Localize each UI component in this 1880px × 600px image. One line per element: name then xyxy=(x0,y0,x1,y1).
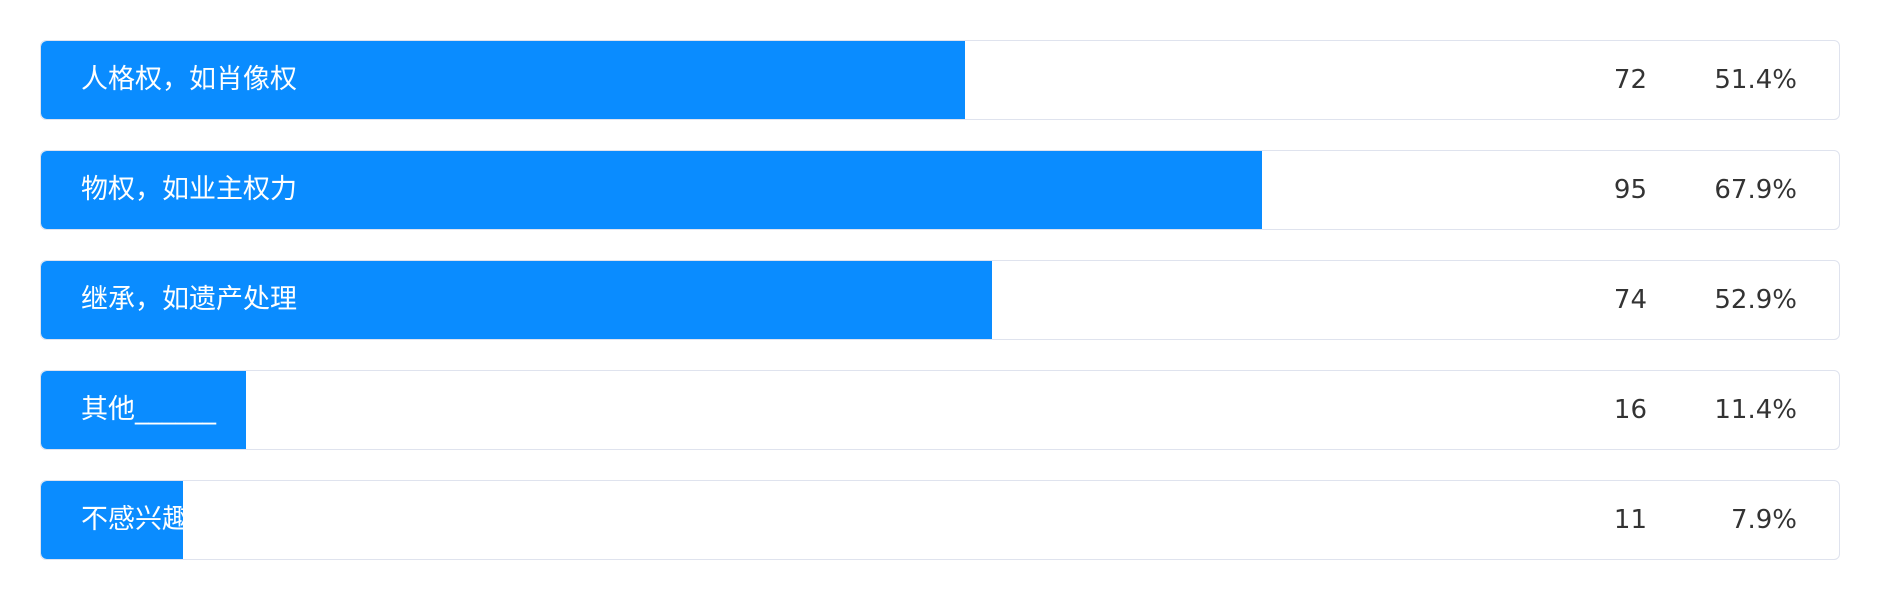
bar-row: 继承，如遗产处理 74 52.9% xyxy=(40,260,1840,340)
bar-category-label: 人格权，如肖像权 xyxy=(81,64,297,95)
bar-count-label: 74 xyxy=(1613,285,1647,315)
bar-percent-label: 52.9% xyxy=(1714,285,1797,315)
bar-category-label: 继承，如遗产处理 xyxy=(81,284,297,315)
bar-fill xyxy=(41,151,1262,229)
bar-percent-label: 11.4% xyxy=(1714,395,1797,425)
bar-fill xyxy=(41,41,966,119)
bar-fill xyxy=(41,261,993,339)
bar-percent-label: 67.9% xyxy=(1714,175,1797,205)
bar-row: 其他______ 16 11.4% xyxy=(40,370,1840,450)
bar-percent-label: 7.9% xyxy=(1730,505,1797,535)
bar-row: 不感兴趣 11 7.9% xyxy=(40,480,1840,560)
bar-count-label: 72 xyxy=(1613,65,1647,95)
bar-row: 物权，如业主权力 95 67.9% xyxy=(40,150,1840,230)
bar-category-label: 不感兴趣 xyxy=(81,504,189,535)
bar-fill xyxy=(41,481,184,559)
bar-count-label: 11 xyxy=(1613,505,1647,535)
bar-fill xyxy=(41,371,246,449)
bar-row: 人格权，如肖像权 72 51.4% xyxy=(40,40,1840,120)
bar-category-label: 物权，如业主权力 xyxy=(81,174,297,205)
bar-category-label: 其他______ xyxy=(81,394,216,425)
bar-count-label: 95 xyxy=(1613,175,1647,205)
bar-count-label: 16 xyxy=(1613,395,1647,425)
bar-chart: 人格权，如肖像权 72 51.4% 物权，如业主权力 95 67.9% 继承，如遗产处理 74… xyxy=(40,40,1840,590)
bar-percent-label: 51.4% xyxy=(1714,65,1797,95)
